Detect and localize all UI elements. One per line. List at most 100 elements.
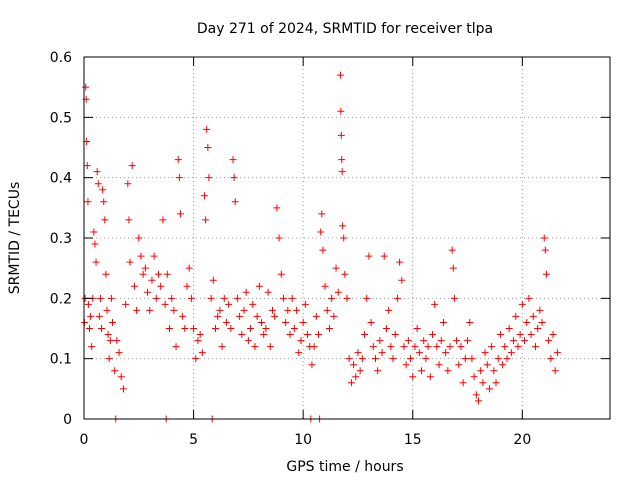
data-point xyxy=(277,270,285,278)
y-tick-label: 0.4 xyxy=(50,171,72,187)
data-point xyxy=(321,282,329,290)
data-point xyxy=(455,361,463,369)
data-point xyxy=(87,312,95,320)
data-point xyxy=(155,270,163,278)
data-point xyxy=(521,337,529,345)
data-point xyxy=(496,331,504,339)
data-point xyxy=(83,162,91,170)
data-point xyxy=(529,312,537,320)
data-point xyxy=(194,337,202,345)
data-point xyxy=(415,349,423,357)
data-point xyxy=(133,306,141,314)
data-point xyxy=(172,343,180,351)
data-point xyxy=(387,343,395,351)
data-point xyxy=(113,337,121,345)
data-point xyxy=(310,343,318,351)
data-point xyxy=(338,156,346,164)
data-point xyxy=(192,355,200,363)
data-point xyxy=(523,318,531,326)
data-point xyxy=(227,325,235,332)
data-point xyxy=(363,294,371,302)
data-point xyxy=(457,343,465,351)
data-point xyxy=(464,337,472,345)
data-point xyxy=(479,379,487,387)
data-point xyxy=(125,216,133,224)
data-point xyxy=(117,373,125,381)
data-point xyxy=(485,385,493,393)
data-point xyxy=(350,361,358,369)
data-points xyxy=(80,71,561,423)
data-point xyxy=(343,294,351,302)
data-point xyxy=(538,318,546,326)
data-point xyxy=(98,325,106,332)
data-point xyxy=(266,343,274,351)
y-axis-label: SRMTID / TECUs xyxy=(7,182,23,295)
data-point xyxy=(295,349,303,357)
data-point xyxy=(541,246,549,254)
data-point xyxy=(525,294,533,302)
data-point xyxy=(218,343,226,351)
data-point xyxy=(144,288,152,296)
data-point xyxy=(222,318,230,326)
data-point xyxy=(137,252,145,260)
data-point xyxy=(152,294,160,302)
data-point xyxy=(95,312,103,320)
data-point xyxy=(426,373,434,381)
data-point xyxy=(190,325,198,332)
data-point xyxy=(100,198,108,206)
data-point xyxy=(514,343,522,351)
data-point xyxy=(214,312,222,320)
data-point xyxy=(233,294,241,302)
data-point xyxy=(424,343,432,351)
data-point xyxy=(297,337,305,345)
data-point xyxy=(315,331,323,339)
data-point xyxy=(119,385,127,393)
data-point xyxy=(185,264,193,272)
data-point xyxy=(268,306,276,314)
data-point xyxy=(337,131,345,139)
data-point xyxy=(398,276,406,284)
data-point xyxy=(547,355,555,363)
data-point xyxy=(170,306,178,314)
data-point xyxy=(499,361,507,369)
data-point xyxy=(433,343,441,351)
data-point xyxy=(282,318,290,326)
data-point xyxy=(286,331,294,339)
data-point xyxy=(494,355,502,363)
data-point xyxy=(382,325,390,332)
y-tick-label: 0.2 xyxy=(50,291,72,307)
data-point xyxy=(293,306,301,314)
x-axis-label: GPS time / hours xyxy=(286,459,403,475)
data-point xyxy=(242,288,250,296)
data-point xyxy=(271,312,279,320)
data-point xyxy=(516,331,524,339)
data-point xyxy=(374,367,382,375)
data-point xyxy=(238,331,246,339)
data-point xyxy=(347,379,355,387)
data-point xyxy=(312,312,320,320)
grid-lines xyxy=(84,57,610,419)
data-point xyxy=(328,294,336,302)
data-point xyxy=(165,325,173,332)
x-tick-label: 0 xyxy=(80,432,89,448)
data-point xyxy=(99,186,107,194)
data-point xyxy=(336,71,344,79)
data-point xyxy=(209,276,217,284)
data-point xyxy=(549,331,557,339)
data-point xyxy=(330,312,338,320)
data-point xyxy=(428,331,436,339)
data-point xyxy=(225,300,233,308)
data-point xyxy=(459,379,467,387)
data-point xyxy=(196,331,204,339)
data-point xyxy=(299,318,307,326)
data-point xyxy=(393,294,401,302)
data-point xyxy=(442,349,450,357)
data-point xyxy=(483,361,491,369)
data-point xyxy=(385,306,393,314)
data-point xyxy=(376,337,384,345)
data-point xyxy=(527,331,535,339)
data-point xyxy=(146,306,154,314)
data-point xyxy=(91,240,99,248)
data-point xyxy=(128,162,136,170)
data-point xyxy=(284,306,292,314)
